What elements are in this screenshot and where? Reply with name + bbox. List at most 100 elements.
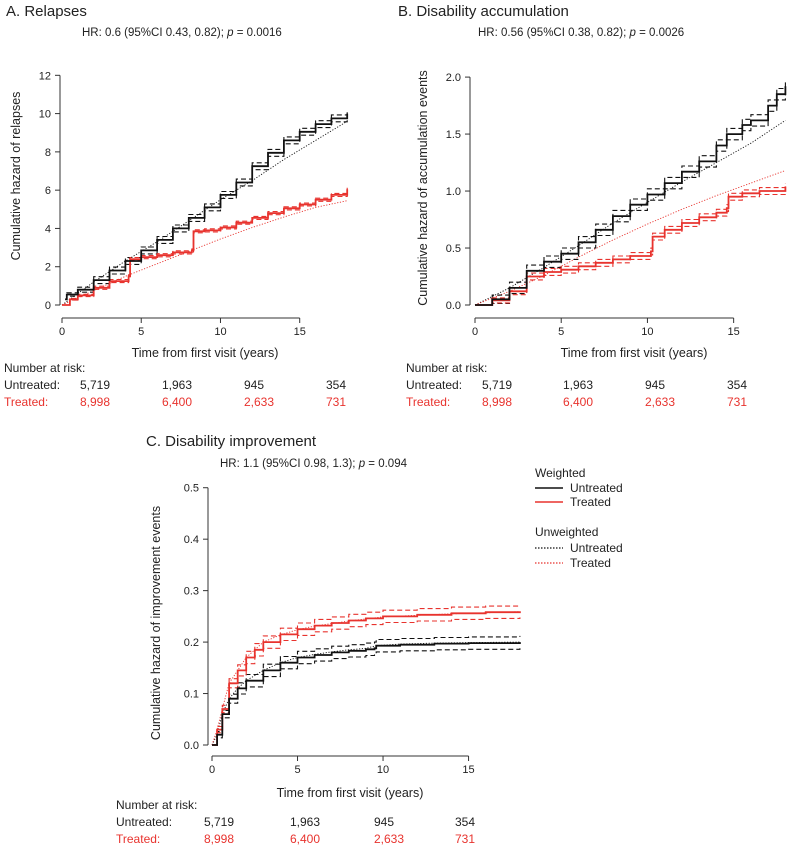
y-tick-label: 0.0 bbox=[184, 740, 199, 752]
panel-disability-improvement: C. Disability improvement HR: 1.1 (95%CI… bbox=[146, 433, 521, 800]
y-tick-label: 0.4 bbox=[184, 534, 199, 546]
risk-untreated-count: 945 bbox=[645, 378, 665, 392]
x-tick-label: 15 bbox=[294, 326, 306, 338]
series-weighted-untreated-ci-lower bbox=[475, 91, 786, 306]
series-weighted-untreated bbox=[475, 86, 787, 306]
risk-heading: Number at risk: bbox=[4, 361, 85, 375]
y-tick-label: 12 bbox=[39, 70, 51, 82]
risk-untreated-count: 5,719 bbox=[204, 815, 234, 829]
risk-treated-count: 8,998 bbox=[204, 832, 234, 846]
risk-heading: Number at risk: bbox=[406, 361, 487, 375]
x-axis-label: Time from first visit (years) bbox=[561, 346, 708, 360]
risk-untreated-label: Untreated: bbox=[406, 378, 462, 392]
risk-table-c: Number at risk: Untreated: Treated: 5,71… bbox=[116, 798, 475, 846]
y-tick-label: 4 bbox=[45, 223, 51, 235]
risk-untreated-label: Untreated: bbox=[116, 815, 172, 829]
risk-untreated-count: 945 bbox=[244, 378, 264, 392]
x-axis: 0 5 10 15 bbox=[209, 755, 475, 776]
x-tick-label: 5 bbox=[138, 326, 144, 338]
legend: Weighted Untreated Treated Unweighted Un… bbox=[535, 466, 623, 570]
series-unweighted-treated bbox=[474, 170, 786, 306]
x-tick-label: 10 bbox=[214, 326, 226, 338]
y-tick-label: 6 bbox=[45, 185, 51, 197]
legend-heading-weighted: Weighted bbox=[535, 466, 585, 480]
risk-untreated-count: 354 bbox=[455, 815, 475, 829]
series-weighted-treated bbox=[475, 186, 787, 306]
x-tick-label: 15 bbox=[462, 764, 474, 776]
risk-treated-count: 6,400 bbox=[290, 832, 320, 846]
hazard-ratio-text: HR: 0.56 (95%CI 0.38, 0.82); p = 0.0026 bbox=[478, 27, 684, 39]
x-tick-label: 5 bbox=[294, 764, 300, 776]
y-axis-label: Cumulative hazard of relapses bbox=[9, 92, 23, 261]
series-weighted-treated bbox=[62, 189, 349, 306]
x-tick-label: 0 bbox=[59, 326, 65, 338]
y-tick-label: 0.5 bbox=[184, 483, 199, 495]
y-tick-label: 0 bbox=[45, 300, 51, 312]
hazard-ratio-text: HR: 1.1 (95%CI 0.98, 1.3); p = 0.094 bbox=[220, 458, 408, 470]
series-weighted-untreated-ci-lower bbox=[212, 648, 521, 746]
risk-table-b: Number at risk: Untreated: Treated: 5,71… bbox=[406, 361, 747, 409]
panel-title: A. Relapses bbox=[6, 3, 87, 20]
y-axis: 0 2 4 6 8 10 12 bbox=[39, 70, 61, 312]
series-unweighted-untreated bbox=[474, 120, 786, 306]
series-weighted-treated-ci-upper bbox=[475, 183, 786, 306]
risk-untreated-count: 1,963 bbox=[290, 815, 320, 829]
y-tick-label: 0.3 bbox=[184, 586, 199, 598]
legend-heading-unweighted: Unweighted bbox=[535, 525, 598, 539]
panel-relapses: A. Relapses HR: 0.6 (95%CI 0.43, 0.82); … bbox=[6, 3, 349, 360]
y-tick-label: 1.0 bbox=[446, 186, 461, 198]
risk-table-a: Number at risk: Untreated: Treated: 5,71… bbox=[4, 361, 346, 409]
risk-treated-count: 731 bbox=[727, 395, 747, 409]
risk-treated-label: Treated: bbox=[116, 832, 160, 846]
y-axis: 0.0 0.1 0.2 0.3 0.4 0.5 bbox=[184, 483, 209, 752]
series-weighted-untreated-ci-upper bbox=[475, 80, 786, 306]
risk-treated-count: 8,998 bbox=[482, 395, 512, 409]
series-unweighted-treated bbox=[61, 200, 348, 306]
y-axis: 0.0 0.5 1.0 1.5 2.0 bbox=[446, 72, 471, 312]
risk-heading: Number at risk: bbox=[116, 798, 197, 812]
y-tick-label: 2 bbox=[45, 262, 51, 274]
legend-label-unweighted-untreated: Untreated bbox=[570, 541, 623, 555]
x-axis-label: Time from first visit (years) bbox=[277, 786, 424, 800]
risk-untreated-count: 945 bbox=[374, 815, 394, 829]
risk-untreated-count: 354 bbox=[727, 378, 747, 392]
series-weighted-untreated-ci-upper bbox=[212, 635, 521, 746]
y-tick-label: 8 bbox=[45, 147, 51, 159]
x-tick-label: 5 bbox=[558, 326, 564, 338]
x-tick-label: 0 bbox=[472, 326, 478, 338]
x-tick-label: 15 bbox=[728, 326, 740, 338]
series-weighted-untreated bbox=[212, 642, 521, 746]
legend-label-unweighted-treated: Treated bbox=[570, 556, 611, 570]
risk-treated-count: 731 bbox=[326, 395, 346, 409]
hazard-ratio-text: HR: 0.6 (95%CI 0.43, 0.82); p = 0.0016 bbox=[82, 27, 282, 39]
legend-label-weighted-treated: Treated bbox=[570, 495, 611, 509]
risk-treated-count: 2,633 bbox=[374, 832, 404, 846]
risk-treated-label: Treated: bbox=[4, 395, 48, 409]
panel-title: C. Disability improvement bbox=[146, 433, 317, 450]
risk-treated-count: 2,633 bbox=[645, 395, 675, 409]
panel-disability-accumulation: B. Disability accumulation HR: 0.56 (95%… bbox=[398, 3, 787, 360]
risk-untreated-count: 1,963 bbox=[162, 378, 192, 392]
y-axis-label: Cumulative hazard of accumulation events bbox=[416, 70, 430, 306]
y-tick-label: 0.1 bbox=[184, 689, 199, 701]
x-tick-label: 10 bbox=[377, 764, 389, 776]
y-tick-label: 0.5 bbox=[446, 243, 461, 255]
x-tick-label: 10 bbox=[641, 326, 653, 338]
series-weighted-untreated bbox=[65, 113, 349, 301]
risk-untreated-count: 354 bbox=[326, 378, 346, 392]
y-tick-label: 10 bbox=[39, 109, 51, 121]
series-weighted-treated-ci-lower bbox=[62, 190, 348, 306]
y-tick-label: 2.0 bbox=[446, 72, 461, 84]
x-axis-label: Time from first visit (years) bbox=[132, 346, 279, 360]
risk-untreated-label: Untreated: bbox=[4, 378, 60, 392]
risk-treated-count: 6,400 bbox=[162, 395, 192, 409]
risk-untreated-count: 5,719 bbox=[80, 378, 110, 392]
panel-title: B. Disability accumulation bbox=[398, 3, 569, 20]
risk-treated-count: 6,400 bbox=[563, 395, 593, 409]
risk-untreated-count: 1,963 bbox=[563, 378, 593, 392]
risk-treated-count: 8,998 bbox=[80, 395, 110, 409]
series-unweighted-treated bbox=[211, 611, 520, 746]
y-tick-label: 0.0 bbox=[446, 300, 461, 312]
risk-untreated-count: 5,719 bbox=[482, 378, 512, 392]
